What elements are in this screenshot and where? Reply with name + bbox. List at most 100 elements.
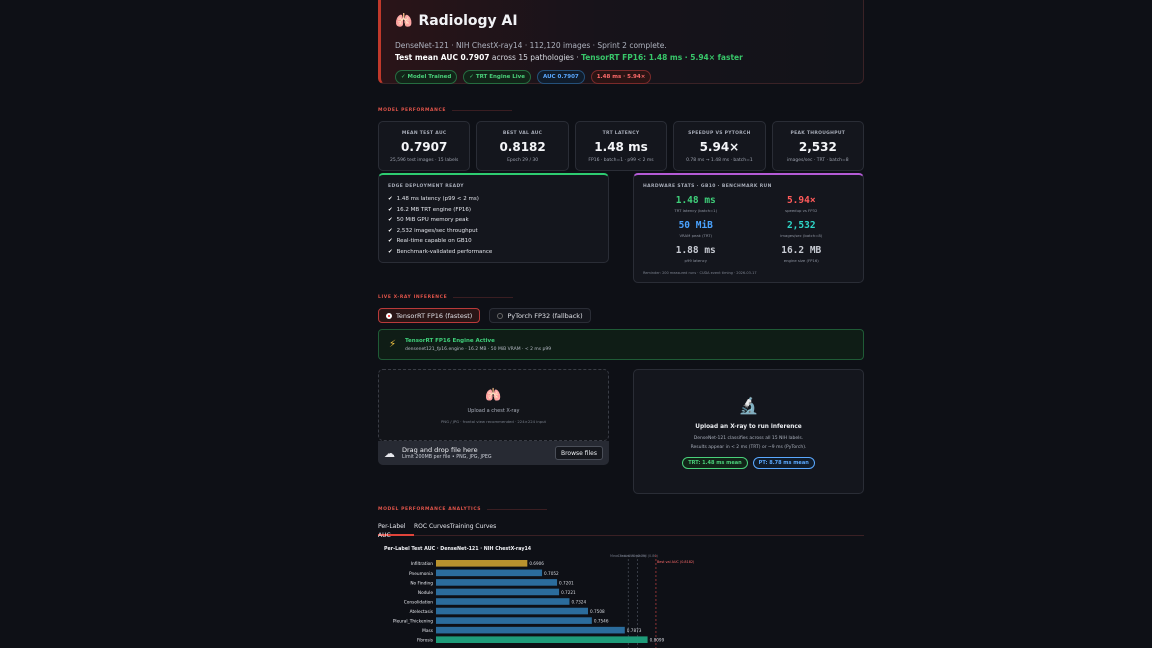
status-badge-trt: ✓ TRT Engine Live (463, 70, 531, 84)
drop-limit: Limit 200MB per file • PNG, JPG, JPEG (402, 455, 492, 460)
divider (452, 110, 513, 111)
divider (487, 509, 548, 510)
radio-pytorch[interactable]: PyTorch FP32 (fallback) (489, 308, 591, 323)
metric-card-throughput: PEAK THROUGHPUT 2,532 images/sec · TRT ·… (771, 121, 865, 171)
metric-label: TRT LATENCY (602, 131, 640, 136)
metric-card-mean-auc: MEAN TEST AUC 0.7907 25,596 test images … (378, 121, 471, 171)
per-label-auc-chart: Per-Label Test AUC · DenseNet-121 · NIH … (378, 541, 864, 648)
hw-stat: 1.88 ms p99 latency (643, 245, 749, 263)
engine-status-title: TensorRT FP16 Engine Active (405, 337, 495, 344)
file-uploader[interactable]: ☁ Drag and drop file here Limit 200MB pe… (378, 441, 609, 465)
bar (436, 569, 543, 577)
hw-stat-value: 1.88 ms (675, 245, 716, 256)
lungs-icon: 🫁 (485, 388, 502, 403)
upload-hint: PNG / JPG · frontal view recommended · 2… (440, 419, 547, 424)
engine-status-banner: ⚡ TensorRT FP16 Engine Active densenet12… (378, 329, 864, 360)
status-badge-trained: ✓ Model Trained (395, 70, 458, 84)
metric-sub: Epoch 29 / 30 (507, 158, 539, 163)
inference-panel-line: Results appear in < 2 ms (TRT) or ~9 ms … (690, 444, 807, 450)
bar (436, 607, 589, 615)
analytics-tabs: Per-Label AUC ROC Curves Training Curves (378, 522, 864, 539)
metric-sub: images/sec · TRT · batch=8 (786, 158, 849, 163)
check-icon: ✔ (388, 206, 393, 213)
metric-value: 0.8182 (499, 140, 546, 154)
bar-value-label: 0.7508 (590, 609, 605, 614)
bar-value-label: 0.7052 (544, 571, 559, 576)
hw-stat-sub: speedup vs FP32 (785, 208, 818, 213)
list-item: ✔ 50 MiB GPU memory peak (388, 215, 599, 226)
hardware-stats-footer: Reminder: 200 measured runs · CUDA event… (643, 271, 757, 275)
hero-subtitle: DenseNet-121 · NIH ChestX-ray14 · 112,12… (395, 41, 667, 50)
file-uploader-text: Drag and drop file here Limit 200MB per … (402, 446, 492, 460)
bar-value-label: 0.7546 (594, 619, 609, 624)
tab-training-curves[interactable]: Training Curves (449, 523, 497, 530)
metric-value: 1.48 ms (594, 140, 648, 154)
hw-stat-sub: engine size (FP16) (783, 258, 819, 263)
inference-panel-title: Upload an X-ray to run inference (695, 424, 802, 430)
bar-label: Mass (422, 628, 434, 634)
section-label-live: LIVE X-RAY INFERENCE (378, 295, 514, 300)
metric-sub: 25,596 test images · 15 labels (390, 158, 459, 163)
ref-line-mean-label: Mean test AUC (0.79) (610, 554, 647, 558)
engine-status-sub: densenet121_fp16.engine · 16.2 MB · 50 M… (405, 346, 552, 352)
hw-stat-value: 16.2 MB (781, 245, 822, 256)
metric-value: 5.94× (699, 140, 740, 154)
check-icon: ✔ (388, 238, 393, 245)
tab-per-label-auc[interactable]: Per-Label AUC (378, 522, 414, 539)
list-item: ✔ Benchmark-validated performance (388, 247, 599, 258)
bar-label: Infiltration (411, 561, 433, 567)
edge-deployment-card: EDGE DEPLOYMENT READY ✔ 1.48 ms latency (… (378, 173, 609, 263)
check-icon: ✔ (388, 217, 393, 224)
inference-result-panel: 🔬 Upload an X-ray to run inference Dense… (633, 369, 864, 494)
chart-title: Per-Label Test AUC · DenseNet-121 · NIH … (384, 546, 532, 552)
app-title: 🫁 Radiology AI (395, 13, 849, 29)
section-label-performance: MODEL PERFORMANCE (378, 108, 513, 113)
metric-card-speedup: SPEEDUP VS PYTORCH 5.94× 0.78 ms → 1.48 … (673, 121, 766, 171)
hero-card: 🫁 Radiology AI DenseNet-121 · NIH ChestX… (378, 0, 864, 84)
list-item-text: 50 MiB GPU memory peak (396, 217, 469, 224)
hw-stat-value: 5.94× (786, 195, 816, 206)
bar-value-label: 0.7201 (559, 580, 574, 585)
bar (436, 617, 592, 624)
metric-value: 0.7907 (401, 140, 448, 154)
tab-roc-curves[interactable]: ROC Curves (414, 523, 450, 530)
hw-stat: 16.2 MB engine size (FP16) (749, 245, 855, 263)
metric-cards: MEAN TEST AUC 0.7907 25,596 test images … (378, 121, 865, 171)
lungs-icon: 🫁 (395, 13, 413, 29)
radio-dot-icon (497, 312, 504, 319)
status-badge-auc: AUC 0.7907 (537, 70, 585, 84)
bar (436, 579, 558, 586)
section-label-analytics-text: MODEL PERFORMANCE ANALYTICS (378, 507, 482, 512)
hero-summary-mid: across 15 pathologies · (489, 53, 582, 62)
pill-trt-latency: TRT: 1.48 ms mean (682, 457, 748, 469)
metric-label: MEAN TEST AUC (401, 131, 447, 136)
hardware-stats-title: HARDWARE STATS · GB10 · BENCHMARK RUN (643, 184, 772, 189)
browse-files-button[interactable]: Browse files (554, 446, 603, 460)
microscope-icon: 🔬 (738, 396, 759, 415)
bar-label: Consolidation (404, 599, 433, 605)
metric-sub: FP16 · batch=1 · p99 < 2 ms (588, 158, 654, 163)
backend-radio-group: TensorRT FP16 (fastest) PyTorch FP32 (fa… (378, 308, 591, 323)
section-label-live-text: LIVE X-RAY INFERENCE (378, 295, 448, 300)
upload-dropzone[interactable]: 🫁 Upload a chest X-ray PNG / JPG · front… (378, 369, 609, 441)
hardware-stats-grid: 1.48 ms TRT latency (batch=1) 5.94× speedu… (643, 195, 854, 263)
hero-summary-green: TensorRT FP16: 1.48 ms · 5.94× faster (581, 53, 743, 62)
bar-label: Pneumonia (409, 571, 433, 577)
bar-value-label: 0.7873 (627, 628, 642, 633)
bar-value-label: 0.6906 (529, 561, 544, 566)
metric-label: SPEEDUP VS PYTORCH (688, 131, 751, 136)
bar-value-label: 0.7324 (571, 599, 586, 604)
metric-card-trt-latency: TRT LATENCY 1.48 ms FP16 · batch=1 · p99… (574, 121, 668, 171)
check-icon: ✔ (388, 248, 393, 255)
edge-deployment-title: EDGE DEPLOYMENT READY (388, 184, 464, 189)
hero-summary-bold: Test mean AUC 0.7907 (395, 53, 490, 62)
radio-tensorrt[interactable]: TensorRT FP16 (fastest) (378, 308, 481, 323)
hw-stat: 2,532 images/sec (batch=8) (749, 220, 855, 238)
hero-summary: Test mean AUC 0.7907 across 15 pathologi… (395, 53, 849, 62)
list-item-text: Benchmark-validated performance (396, 248, 493, 255)
bar-value-label: 0.8099 (650, 638, 665, 643)
metric-value: 2,532 (798, 140, 837, 154)
hw-stat: 1.48 ms TRT latency (batch=1) (643, 195, 749, 213)
hw-stat-value: 1.48 ms (675, 195, 716, 206)
inference-panel-desc: DenseNet-121 classifies across all 15 NI… (634, 435, 863, 452)
